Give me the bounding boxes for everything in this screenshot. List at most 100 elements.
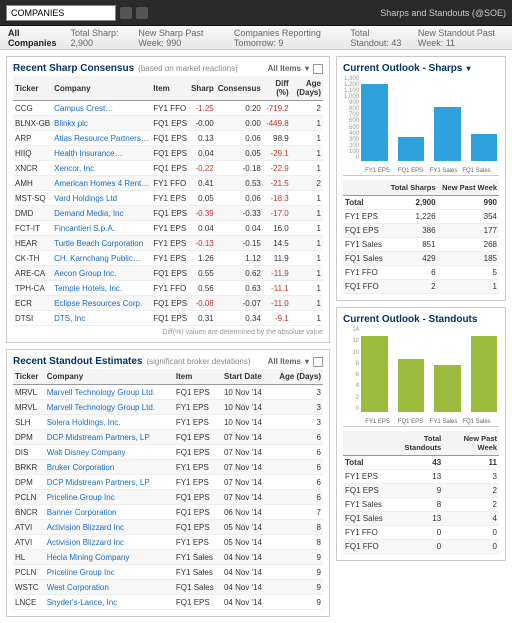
table-row[interactable]: ARP Atlas Resource Partners… FQ1 EPS 0.1… bbox=[13, 131, 323, 146]
subbar: All Companies Total Sharp: 2,900 New Shar… bbox=[0, 26, 512, 50]
summary-row: FQ1 FFO21 bbox=[343, 280, 499, 294]
table-row[interactable]: MST-SQ Vard Holdings Ltd FY1 EPS 0.05 0.… bbox=[13, 191, 323, 206]
panel-standout: Recent Standout Estimates (significant b… bbox=[6, 349, 330, 617]
table-row[interactable]: HEAR Turtle Beach Corporation FY1 EPS -0… bbox=[13, 236, 323, 251]
table-row[interactable]: XNCR Xencor, Inc FQ1 EPS -0.22 -0.18 -22… bbox=[13, 161, 323, 176]
table-row[interactable]: CK-TH CH. Karnchang Public… FY1 EPS 1.26… bbox=[13, 251, 323, 266]
col-header: New Past Week bbox=[438, 180, 499, 196]
summary-row: FY1 EPS133 bbox=[343, 470, 499, 484]
summary-total: Total2,900990 bbox=[343, 196, 499, 210]
outlook-standouts-title: Current Outlook - Standouts bbox=[343, 314, 477, 325]
stat: New Standout Past Week: 11 bbox=[418, 28, 504, 48]
col-header: Total Sharps bbox=[387, 180, 438, 196]
summary-row: FY1 FFO65 bbox=[343, 266, 499, 280]
summary-row: FQ1 EPS386177 bbox=[343, 224, 499, 238]
stat: Total Sharp: 2,900 bbox=[71, 28, 125, 48]
table-row[interactable]: DMD Demand Media, Inc FQ1 EPS -0.39 -0.3… bbox=[13, 206, 323, 221]
col-header[interactable]: Sharp bbox=[189, 76, 216, 101]
table-row[interactable]: DISWalt Disney CompanyFQ1 EPS07 Nov '146 bbox=[13, 445, 323, 460]
standouts-chart: 14121086420FY1 EPSFQ1 EPSFY1 SalesFQ1 Sa… bbox=[343, 327, 499, 427]
table-row[interactable]: SLHSolera Holdings, Inc.FY1 EPS10 Nov '1… bbox=[13, 415, 323, 430]
chart-bar: FY1 EPS bbox=[361, 336, 388, 412]
table-row[interactable]: ATVIActivision Blizzard IncFQ1 EPS05 Nov… bbox=[13, 520, 323, 535]
chart-bar: FY1 Sales bbox=[434, 365, 461, 412]
summary-row: FQ1 Sales429185 bbox=[343, 252, 499, 266]
table-row[interactable]: ECR Eclipse Resources Corp. FQ1 EPS -0.0… bbox=[13, 296, 323, 311]
col-header[interactable]: Ticker bbox=[13, 369, 45, 385]
calendar-icon[interactable] bbox=[313, 357, 323, 367]
chevron-down-icon[interactable]: ▾ bbox=[305, 64, 309, 73]
summary-row: FY1 Sales82 bbox=[343, 498, 499, 512]
summary-row: FQ1 FFO00 bbox=[343, 540, 499, 554]
table-row[interactable]: HLHecla Mining CompanyFY1 Sales04 Nov '1… bbox=[13, 550, 323, 565]
chart-bar: FQ1 Sales bbox=[471, 336, 498, 412]
chevron-down-icon[interactable]: ▾ bbox=[466, 64, 470, 73]
col-header[interactable]: Item bbox=[174, 369, 222, 385]
table-row[interactable]: ATVIActivision Blizzard IncFY1 EPS05 Nov… bbox=[13, 535, 323, 550]
topbar: Sharps and Standouts (@SOE) bbox=[0, 0, 512, 26]
table-row[interactable]: DTSI DTS, Inc FQ1 EPS 0.31 0.34 -9.1 1 bbox=[13, 311, 323, 326]
col-header[interactable]: Item bbox=[151, 76, 189, 101]
col-header[interactable]: Company bbox=[52, 76, 151, 101]
table-row[interactable]: BLNX-GB Blinkx plc FQ1 EPS -0.00 0.00 -4… bbox=[13, 116, 323, 131]
table-row[interactable]: DPMDCP Midstream Partners, LPFY1 EPS07 N… bbox=[13, 475, 323, 490]
col-header[interactable]: Start Date bbox=[222, 369, 270, 385]
table-row[interactable]: WSTCWest CorporationFQ1 Sales04 Nov '149 bbox=[13, 580, 323, 595]
sharp-sub: (based on market reactions) bbox=[138, 64, 238, 73]
table-row[interactable]: DPMDCP Midstream Partners, LPFQ1 EPS07 N… bbox=[13, 430, 323, 445]
table-row[interactable]: MRVLMarvell Technology Group Ltd.FY1 EPS… bbox=[13, 400, 323, 415]
stat: New Sharp Past Week: 990 bbox=[138, 28, 219, 48]
stat: Companies Reporting Tomorrow: 9 bbox=[234, 28, 336, 48]
search-input[interactable] bbox=[6, 5, 116, 21]
col-header[interactable]: Age (Days) bbox=[291, 76, 323, 101]
col-header[interactable]: Age (Days) bbox=[270, 369, 323, 385]
table-row[interactable]: FCT-IT Fincantieri S.p.A. FY1 EPS 0.04 0… bbox=[13, 221, 323, 236]
col-header[interactable]: Company bbox=[45, 369, 174, 385]
panel-sharp: Recent Sharp Consensus (based on market … bbox=[6, 56, 330, 343]
table-row[interactable]: LNCESnyder's-Lance, IncFQ1 EPS04 Nov '14… bbox=[13, 595, 323, 610]
col-header: New Past Week bbox=[443, 431, 499, 456]
table-row[interactable]: CCG Campus Crest… FY1 FFO -1.25 0.20 -71… bbox=[13, 101, 323, 116]
tab-all-companies[interactable]: All Companies bbox=[8, 28, 57, 48]
col-header bbox=[343, 180, 387, 196]
panel-outlook-standouts: Current Outlook - Standouts 14121086420F… bbox=[336, 307, 506, 561]
col-header[interactable]: Diff (%) bbox=[263, 76, 291, 101]
chart-bar: FY1 Sales bbox=[434, 107, 461, 161]
table-row[interactable]: HIIQ Health Insurance… FQ1 EPS 0.04 0.05… bbox=[13, 146, 323, 161]
table-row[interactable]: TPH-CA Temple Hotels, Inc. FY1 FFO 0.56 … bbox=[13, 281, 323, 296]
sharp-table: TickerCompanyItemSharpConsensusDiff (%)A… bbox=[13, 76, 323, 326]
summary-row: FY1 FFO00 bbox=[343, 526, 499, 540]
chevron-down-icon[interactable]: ▾ bbox=[305, 357, 309, 366]
standout-sub: (significant broker deviations) bbox=[146, 357, 250, 366]
standout-filter[interactable]: All Items bbox=[268, 357, 301, 366]
standout-table: TickerCompanyItemStart DateAge (Days) MR… bbox=[13, 369, 323, 610]
summary-row: FQ1 EPS92 bbox=[343, 484, 499, 498]
sharp-title: Recent Sharp Consensus bbox=[13, 63, 134, 74]
panel-outlook-sharps: Current Outlook - Sharps ▾ 1,3001,2001,1… bbox=[336, 56, 506, 301]
search-icon[interactable] bbox=[120, 7, 132, 19]
calendar-icon[interactable] bbox=[313, 64, 323, 74]
col-header: Total Standouts bbox=[385, 431, 443, 456]
col-header[interactable]: Ticker bbox=[13, 76, 52, 101]
outlook-sharps-title: Current Outlook - Sharps bbox=[343, 63, 462, 74]
summary-row: FY1 Sales851268 bbox=[343, 238, 499, 252]
filter-icon[interactable] bbox=[136, 7, 148, 19]
table-row[interactable]: PCLNPriceline Group IncFY1 Sales04 Nov '… bbox=[13, 565, 323, 580]
table-row[interactable]: MRVLMarvell Technology Group Ltd.FQ1 EPS… bbox=[13, 385, 323, 400]
table-row[interactable]: BNCRBanner CorporationFQ1 EPS06 Nov '147 bbox=[13, 505, 323, 520]
chart-bar: FQ1 Sales bbox=[471, 134, 498, 161]
col-header[interactable]: Consensus bbox=[216, 76, 263, 101]
stat: Total Standout: 43 bbox=[350, 28, 404, 48]
summary-row: FQ1 Sales134 bbox=[343, 512, 499, 526]
page-title: Sharps and Standouts (@SOE) bbox=[380, 8, 506, 18]
chart-bar: FY1 EPS bbox=[361, 84, 388, 161]
sharp-footer: Diff(%) values are determined by the abs… bbox=[13, 329, 323, 336]
table-row[interactable]: ARE-CA Aecon Group Inc. FQ1 EPS 0.55 0.6… bbox=[13, 266, 323, 281]
table-row[interactable]: PCLNPriceline Group IncFQ1 EPS07 Nov '14… bbox=[13, 490, 323, 505]
summary-row: FY1 EPS1,226354 bbox=[343, 210, 499, 224]
table-row[interactable]: AMH American Homes 4 Rent… FY1 FFO 0.41 … bbox=[13, 176, 323, 191]
col-header bbox=[343, 431, 385, 456]
table-row[interactable]: BRKRBruker CorporationFY1 EPS07 Nov '146 bbox=[13, 460, 323, 475]
sharps-chart: 1,3001,2001,1001,00090080070060050040030… bbox=[343, 76, 499, 176]
sharp-filter[interactable]: All Items bbox=[268, 64, 301, 73]
